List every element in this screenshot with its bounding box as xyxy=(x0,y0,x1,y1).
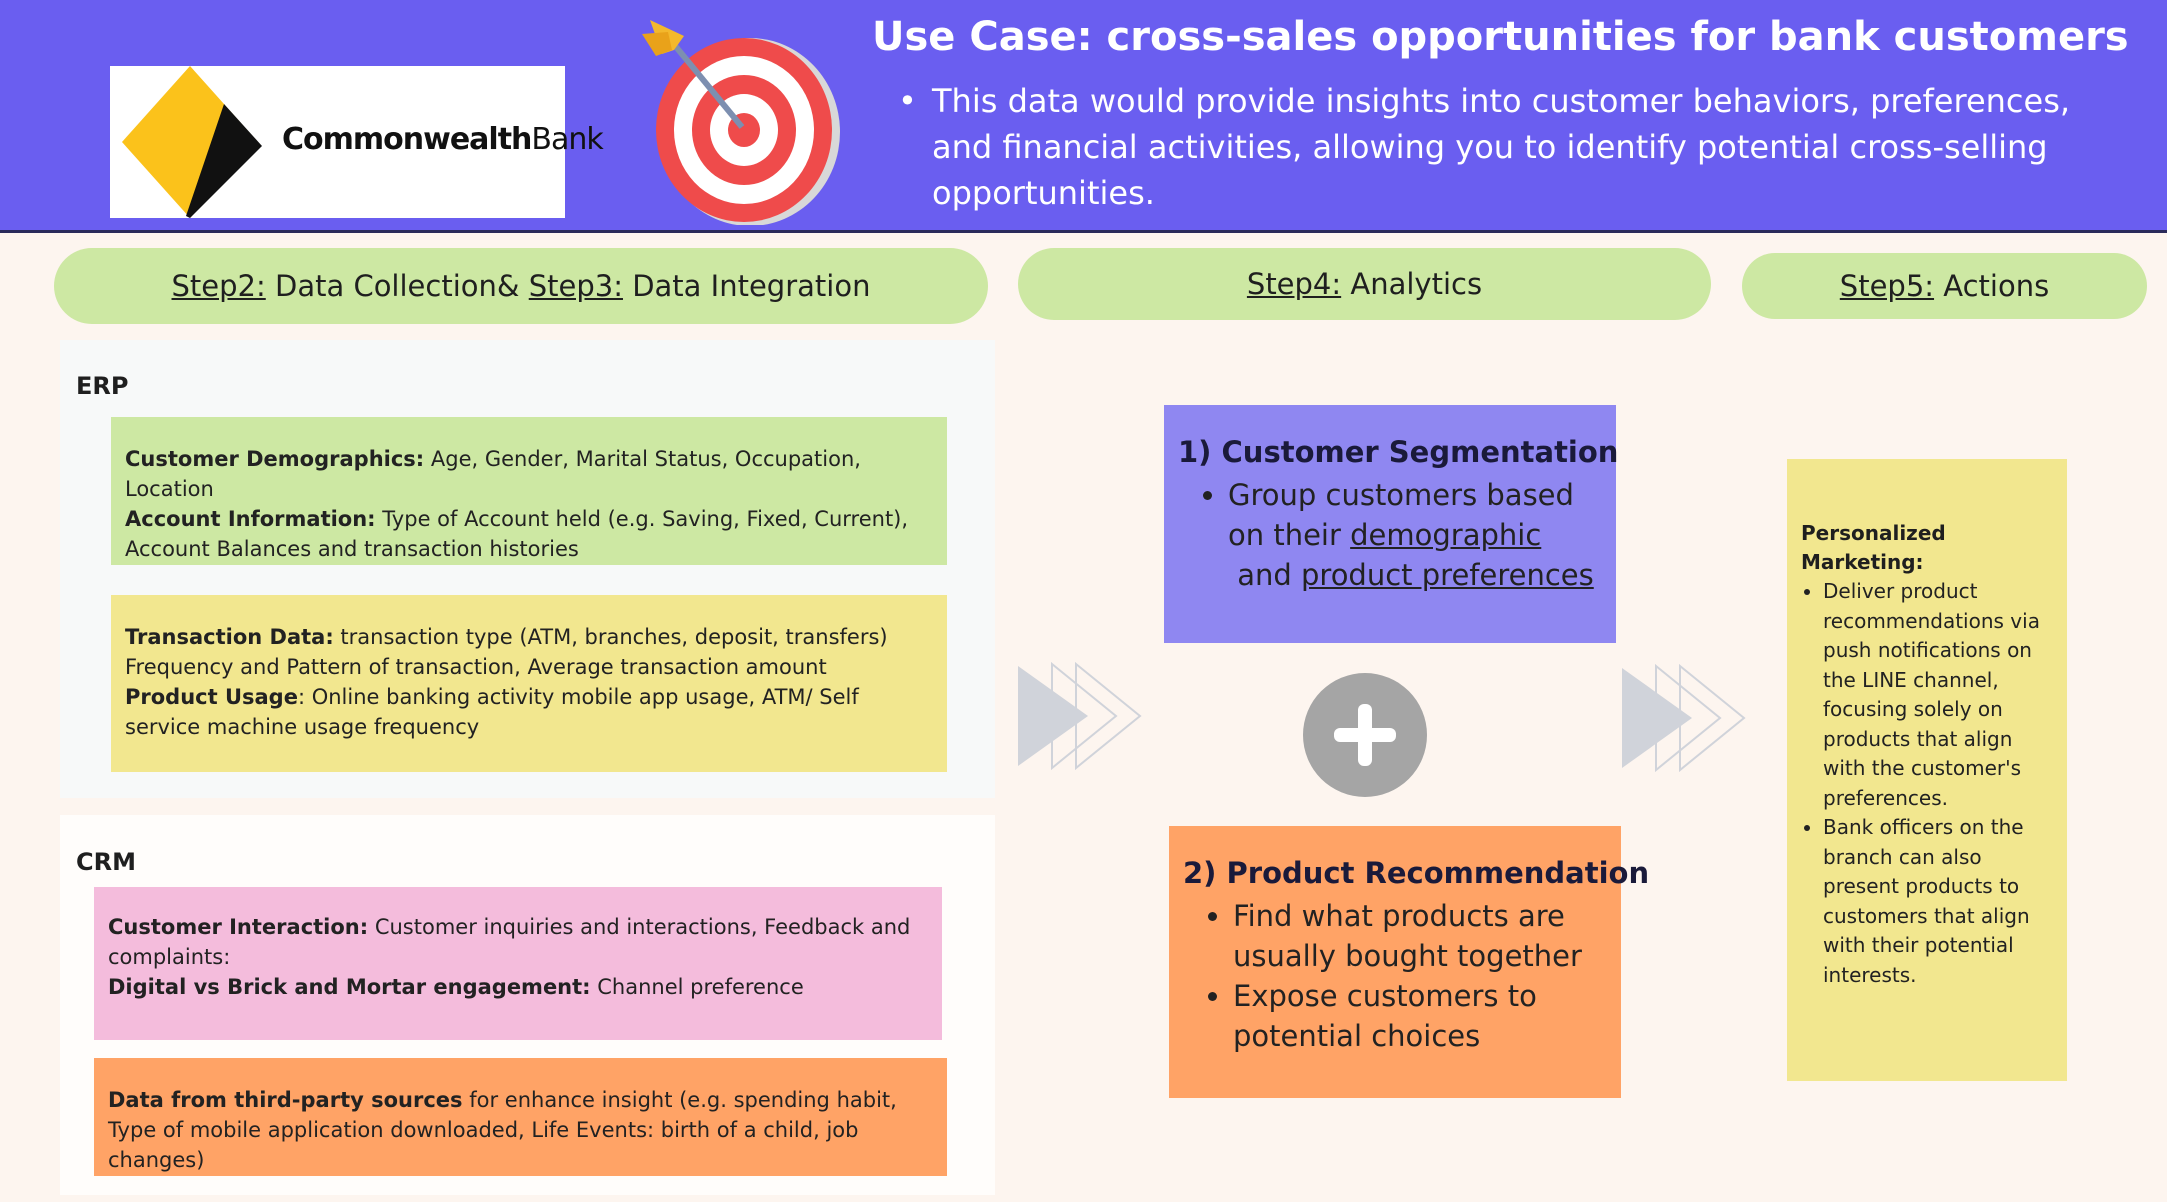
step4-pill: Step4: Analytics xyxy=(1018,248,1711,320)
subtitle-item: • This data would provide insights into c… xyxy=(898,78,2098,216)
list-item: Bank officers on the branch can also pre… xyxy=(1823,813,2055,990)
target-dart-icon xyxy=(642,20,840,225)
arrow-chevron-icon xyxy=(1018,661,1142,771)
erp-label: ERP xyxy=(76,372,129,400)
logo-text: CommonwealthBank xyxy=(282,122,604,157)
logo-diamond-icon xyxy=(122,66,262,218)
customer-segmentation-card: 1) Customer Segmentation Group customers… xyxy=(1164,405,1619,643)
recommendation-title: 2) Product Recommendation xyxy=(1183,856,1650,890)
header-banner: CommonwealthBank Use Case: cross-sales o… xyxy=(0,0,2167,233)
list-item: Deliver product recommendations via push… xyxy=(1823,577,2055,813)
subtitle-list: • This data would provide insights into c… xyxy=(898,78,2098,216)
segmentation-title: 1) Customer Segmentation xyxy=(1178,435,1619,469)
list-item: Expose customers to potential choices xyxy=(1233,976,1607,1056)
actions-heading: Personalized Marketing: xyxy=(1801,521,1946,574)
bullet-icon: • xyxy=(898,82,917,120)
arrow-chevron-icon xyxy=(1622,663,1746,773)
crm-label: CRM xyxy=(76,848,136,876)
page-title: Use Case: cross-sales opportunities for … xyxy=(872,14,2129,60)
recommendation-list: Find what products are usually bought to… xyxy=(1183,896,1607,1056)
crm-interaction-box: Customer Interaction: Customer inquiries… xyxy=(94,887,942,1040)
personalized-marketing-box: Personalized Marketing: Deliver product … xyxy=(1787,459,2067,1081)
step5-pill: Step5: Actions xyxy=(1742,253,2147,319)
product-recommendation-card: 2) Product Recommendation Find what prod… xyxy=(1169,826,1650,1098)
plus-icon xyxy=(1303,673,1427,797)
segmentation-list: Group customers based on their demograph… xyxy=(1178,475,1602,595)
crm-thirdparty-box: Data from third-party sources for enhanc… xyxy=(94,1058,947,1176)
erp-transaction-box: Transaction Data: transaction type (ATM,… xyxy=(111,595,947,772)
erp-demographics-box: Customer Demographics: Age, Gender, Mari… xyxy=(111,417,947,565)
list-item: Find what products are usually bought to… xyxy=(1233,896,1607,976)
step2-3-pill: Step2: Data Collection& Step3: Data Inte… xyxy=(54,248,988,324)
actions-list: Deliver product recommendations via push… xyxy=(1801,577,2055,990)
commonwealth-bank-logo: CommonwealthBank xyxy=(110,66,604,218)
list-item: Group customers based on their demograph… xyxy=(1228,475,1602,595)
